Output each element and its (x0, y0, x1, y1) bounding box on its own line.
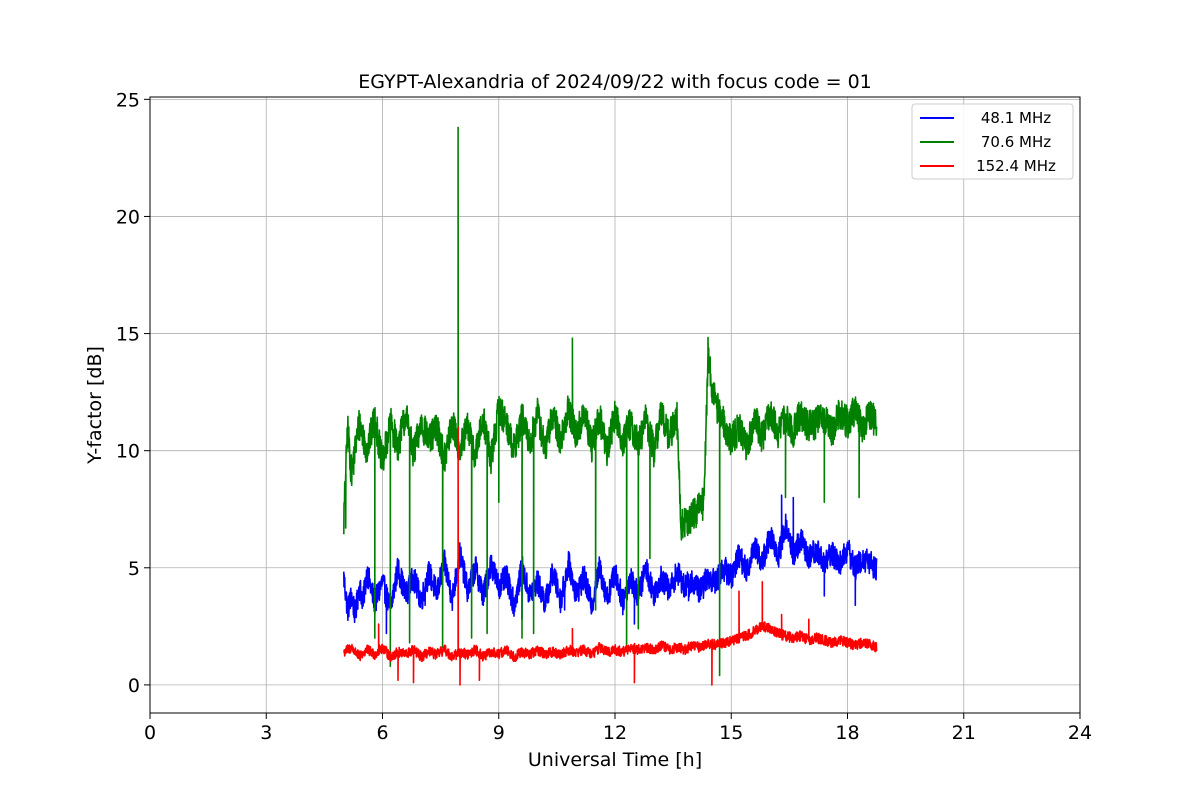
x-tick-label: 9 (493, 722, 505, 744)
series-line-2 (343, 426, 878, 686)
legend-box (911, 103, 1074, 180)
legend-label: 152.4 MHz (976, 157, 1056, 175)
x-tick-label: 12 (603, 722, 627, 744)
legend-label: 48.1 MHz (981, 109, 1051, 127)
y-axis-label: Y-factor [dB] (84, 346, 106, 465)
x-tick-label: 15 (719, 722, 743, 744)
legend-label: 70.6 MHz (981, 133, 1051, 151)
x-axis-label: Universal Time [h] (528, 749, 702, 771)
axis-ticks: 0 3 6 9 12 15 18 21 24 0 5 10 15 20 25 (116, 89, 1092, 744)
x-tick-label: 21 (952, 722, 976, 744)
y-tick-label: 20 (116, 206, 140, 228)
series-lines (343, 126, 878, 686)
x-tick-label: 0 (144, 722, 156, 744)
legend: 48.1 MHz 70.6 MHz 152.4 MHz (911, 103, 1074, 180)
x-tick-label: 3 (260, 722, 272, 744)
series-line-1 (343, 126, 878, 677)
x-tick-label: 6 (376, 722, 388, 744)
y-tick-label: 15 (116, 324, 140, 346)
x-tick-label: 18 (835, 722, 859, 744)
x-tick-label: 24 (1068, 722, 1092, 744)
series-line-0 (343, 494, 878, 635)
chart-title: EGYPT-Alexandria of 2024/09/22 with focu… (358, 71, 872, 93)
y-tick-label: 10 (116, 441, 140, 463)
y-tick-label: 5 (128, 558, 140, 580)
y-tick-label: 25 (116, 89, 140, 111)
y-tick-label: 0 (128, 675, 140, 697)
